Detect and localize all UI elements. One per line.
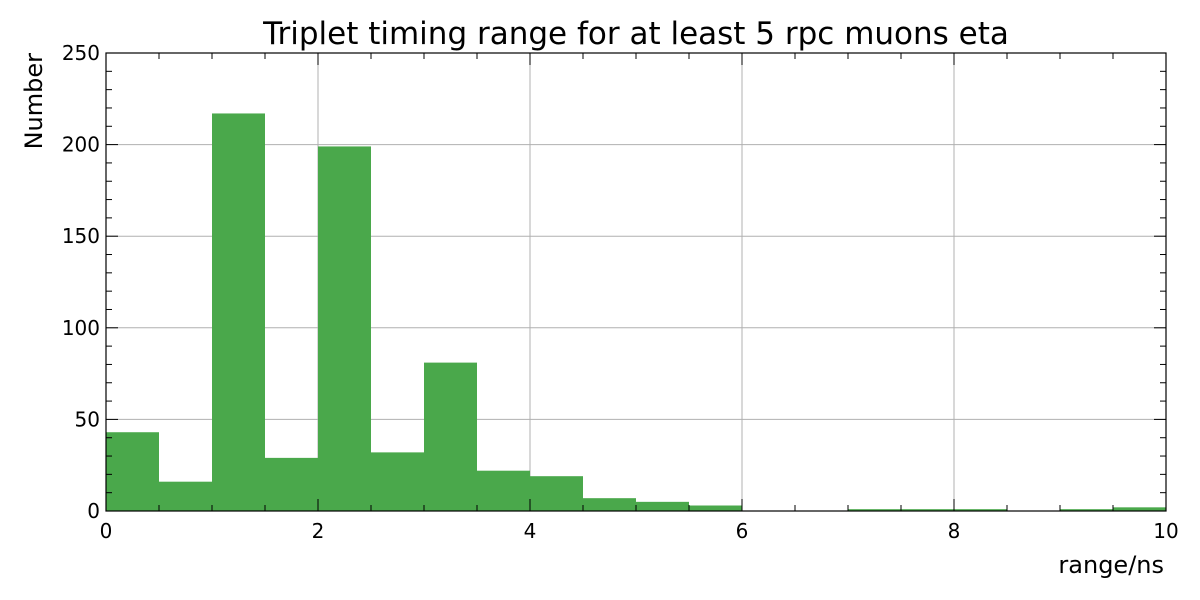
histogram-bar (159, 481, 212, 511)
histogram-bar (848, 509, 901, 511)
histogram-bars (106, 113, 1166, 512)
histogram-bar (318, 146, 371, 511)
histogram-bar (583, 498, 636, 511)
y-axis-label: Number (20, 53, 48, 150)
histogram-bar (689, 505, 742, 511)
histogram-bar (106, 432, 159, 511)
x-tick-label: 4 (524, 519, 537, 543)
x-tick-label: 10 (1153, 519, 1178, 543)
y-tick-label: 250 (62, 41, 100, 65)
x-tick-label: 6 (736, 519, 749, 543)
y-tick-label: 50 (75, 407, 100, 431)
histogram-bar (530, 476, 583, 511)
x-tick-label: 2 (312, 519, 325, 543)
grid-lines (106, 53, 1166, 511)
histogram-bar (1060, 509, 1113, 511)
histogram-bar (954, 509, 1007, 511)
histogram-bar (1113, 507, 1166, 511)
histogram-bar (212, 113, 265, 512)
histogram-bar (371, 452, 424, 511)
chart-title: Triplet timing range for at least 5 rpc … (262, 16, 1009, 52)
x-tick-label: 0 (100, 519, 113, 543)
x-axis-label: range/ns (1058, 551, 1164, 579)
histogram-bar (477, 470, 530, 511)
y-tick-label: 200 (62, 133, 100, 157)
axis-ticks (105, 52, 1167, 512)
y-tick-label: 100 (62, 316, 100, 340)
x-tick-label: 8 (948, 519, 961, 543)
y-tick-label: 150 (62, 224, 100, 248)
histogram-bar (901, 509, 954, 511)
histogram-bar (424, 362, 477, 511)
histogram-bar (636, 501, 689, 511)
histogram-bar (265, 457, 318, 511)
y-tick-label: 0 (87, 499, 100, 523)
